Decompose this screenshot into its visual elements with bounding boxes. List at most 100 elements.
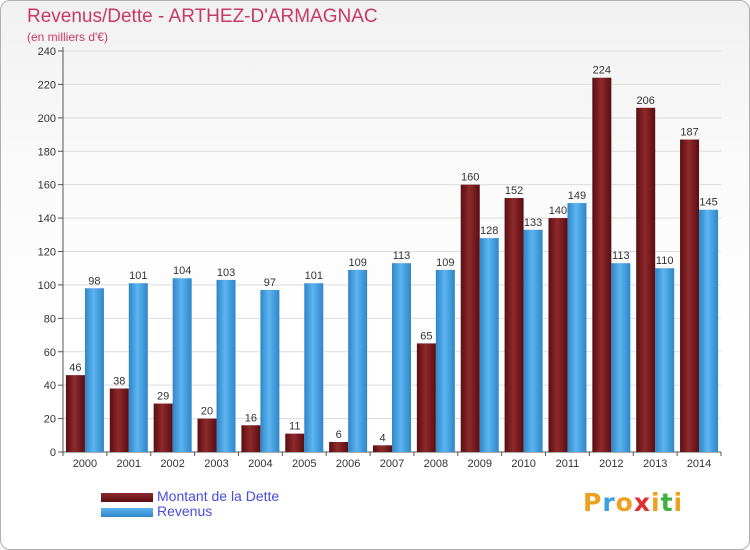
bar-revenus [655, 268, 675, 452]
y-tick-label: 0 [50, 447, 56, 459]
data-label-revenus: 97 [264, 277, 276, 289]
data-label-dette: 187 [680, 127, 698, 139]
bar-revenus [699, 209, 719, 452]
bar-dette [548, 218, 568, 452]
bar-revenus [84, 288, 104, 452]
x-tick-label: 2008 [424, 458, 448, 470]
x-tick-label: 2007 [380, 458, 404, 470]
x-tick-label: 2000 [73, 458, 97, 470]
bar-dette [460, 184, 480, 452]
bar-dette [592, 77, 612, 452]
data-label-dette: 11 [289, 421, 300, 433]
x-tick-label: 2012 [599, 458, 623, 470]
bar-dette [65, 375, 85, 452]
data-label-revenus: 145 [699, 197, 717, 209]
y-tick-label: 20 [44, 414, 56, 426]
bar-revenus [172, 278, 192, 452]
data-label-dette: 160 [461, 172, 479, 184]
data-label-revenus: 109 [348, 257, 366, 269]
data-label-revenus: 101 [305, 270, 323, 282]
legend-swatch-dette [101, 493, 153, 502]
y-tick-label: 140 [38, 213, 56, 225]
legend-label-revenus: Revenus [157, 503, 213, 519]
data-label-dette: 152 [505, 185, 523, 197]
data-label-dette: 6 [336, 429, 342, 441]
bar-revenus [435, 269, 455, 452]
data-label-dette: 65 [420, 330, 432, 342]
x-tick-label: 2011 [556, 458, 580, 470]
bar-revenus [392, 263, 411, 452]
bar-dette [197, 418, 217, 452]
bar-revenus [216, 279, 236, 452]
x-tick-label: 2005 [292, 458, 316, 470]
bar-dette [329, 441, 349, 452]
y-tick-label: 220 [38, 79, 56, 91]
logo-letter: r [602, 488, 616, 517]
bar-revenus [611, 263, 631, 452]
x-tick-label: 2002 [160, 458, 184, 470]
x-tick-label: 2001 [117, 458, 141, 470]
bar-revenus [304, 283, 324, 452]
y-tick-label: 160 [38, 180, 56, 192]
y-tick-label: 80 [44, 313, 56, 325]
x-tick-label: 2014 [687, 458, 711, 470]
data-label-revenus: 113 [393, 250, 411, 262]
legend-label-dette: Montant de la Dette [157, 488, 280, 504]
data-label-dette: 206 [637, 95, 655, 107]
y-tick-label: 240 [38, 46, 56, 58]
bar-dette [636, 107, 656, 452]
data-label-revenus: 110 [656, 255, 674, 267]
proxiti-logo: Proxiti [583, 488, 683, 517]
y-tick-label: 180 [38, 146, 56, 158]
logo-letter: i [651, 488, 661, 517]
bar-dette [680, 139, 700, 452]
x-tick-label: 2013 [643, 458, 667, 470]
logo-letter: x [633, 488, 651, 517]
legend-swatch-revenus [101, 508, 153, 517]
bar-dette [416, 343, 436, 452]
bar-revenus [128, 283, 148, 452]
data-label-dette: 140 [549, 205, 567, 217]
bar-dette [285, 433, 305, 452]
logo-letter: i [673, 488, 684, 517]
data-label-revenus: 109 [436, 257, 454, 269]
data-label-dette: 38 [113, 376, 125, 388]
x-tick-label: 2010 [511, 458, 535, 470]
data-label-revenus: 104 [173, 265, 191, 277]
bar-dette [109, 388, 129, 452]
chart-title: Revenus/Dette - ARTHEZ-D'ARMAGNAC [27, 6, 378, 27]
data-label-revenus: 101 [129, 270, 147, 282]
data-label-dette: 4 [379, 432, 385, 444]
data-label-revenus: 98 [88, 275, 100, 287]
bar-revenus [567, 203, 587, 452]
y-tick-label: 200 [38, 113, 56, 125]
chart-subtitle: (en milliers d'€) [27, 30, 108, 44]
data-label-dette: 16 [245, 412, 257, 424]
data-label-dette: 20 [201, 406, 213, 418]
x-tick-label: 2006 [336, 458, 360, 470]
logo-letter: P [583, 488, 603, 517]
bar-revenus [479, 238, 499, 452]
bar-revenus [260, 289, 280, 452]
data-label-dette: 29 [157, 391, 169, 403]
logo-letter: o [615, 488, 634, 517]
y-tick-label: 100 [38, 280, 56, 292]
data-label-revenus: 103 [217, 267, 235, 279]
x-tick-label: 2003 [204, 458, 228, 470]
data-label-revenus: 133 [524, 217, 542, 229]
data-label-revenus: 149 [568, 190, 586, 202]
bar-revenus [523, 229, 543, 452]
data-label-revenus: 113 [612, 250, 630, 262]
bar-revenus [348, 269, 368, 452]
bar-dette [153, 403, 173, 452]
y-tick-label: 120 [38, 247, 56, 259]
logo-letter: t [660, 488, 674, 517]
y-tick-label: 60 [44, 347, 56, 359]
bar-dette [373, 445, 392, 452]
data-label-dette: 46 [69, 362, 81, 374]
data-label-revenus: 128 [480, 225, 498, 237]
bar-dette [504, 198, 524, 452]
bar-dette [241, 425, 261, 452]
